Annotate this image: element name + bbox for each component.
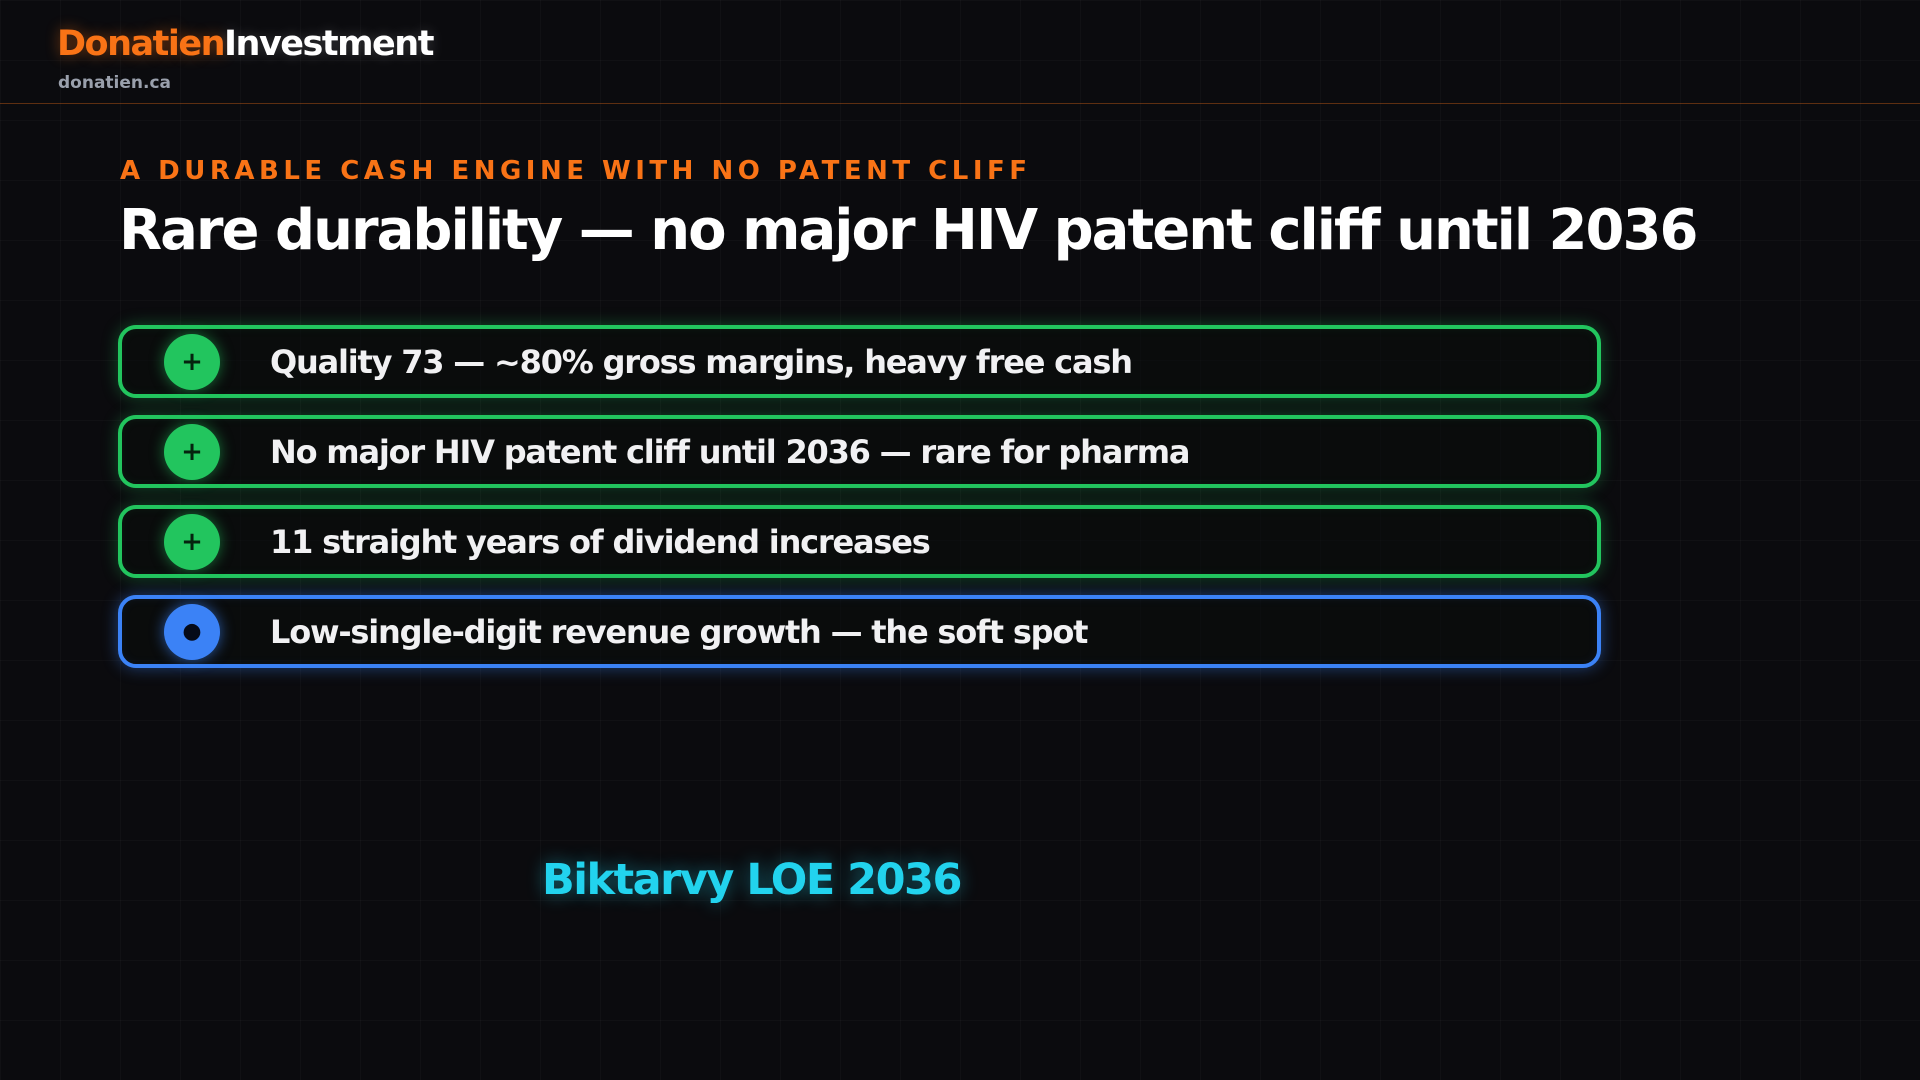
point-text: Low-single-digit revenue growth — the so…	[270, 613, 1088, 651]
slide-title: Rare durability — no major HIV patent cl…	[119, 198, 1698, 263]
slide-eyebrow: A DURABLE CASH ENGINE WITH NO PATENT CLI…	[120, 156, 1032, 186]
brand-name-primary: Donatien	[57, 24, 226, 64]
plus-icon: +	[164, 334, 220, 390]
point-row: + Quality 73 — ~80% gross margins, heavy…	[118, 325, 1601, 398]
point-text: 11 straight years of dividend increases	[270, 523, 931, 561]
point-row: + 11 straight years of dividend increase…	[118, 505, 1601, 578]
plus-icon: +	[164, 424, 220, 480]
point-text: No major HIV patent cliff until 2036 — r…	[270, 433, 1190, 471]
brand-name-secondary: Investment	[224, 24, 434, 64]
point-row: + No major HIV patent cliff until 2036 —…	[118, 415, 1601, 488]
plus-icon: +	[164, 514, 220, 570]
brand-website: donatien.ca	[58, 73, 172, 93]
dot-icon: ●	[164, 604, 220, 660]
callout-label: Biktarvy LOE 2036	[542, 855, 962, 905]
header-divider	[0, 103, 1920, 104]
point-row: ● Low-single-digit revenue growth — the …	[118, 595, 1601, 668]
point-list: + Quality 73 — ~80% gross margins, heavy…	[118, 325, 1601, 685]
point-text: Quality 73 — ~80% gross margins, heavy f…	[270, 343, 1133, 381]
brand-logo: DonatienInvestment	[57, 22, 434, 66]
